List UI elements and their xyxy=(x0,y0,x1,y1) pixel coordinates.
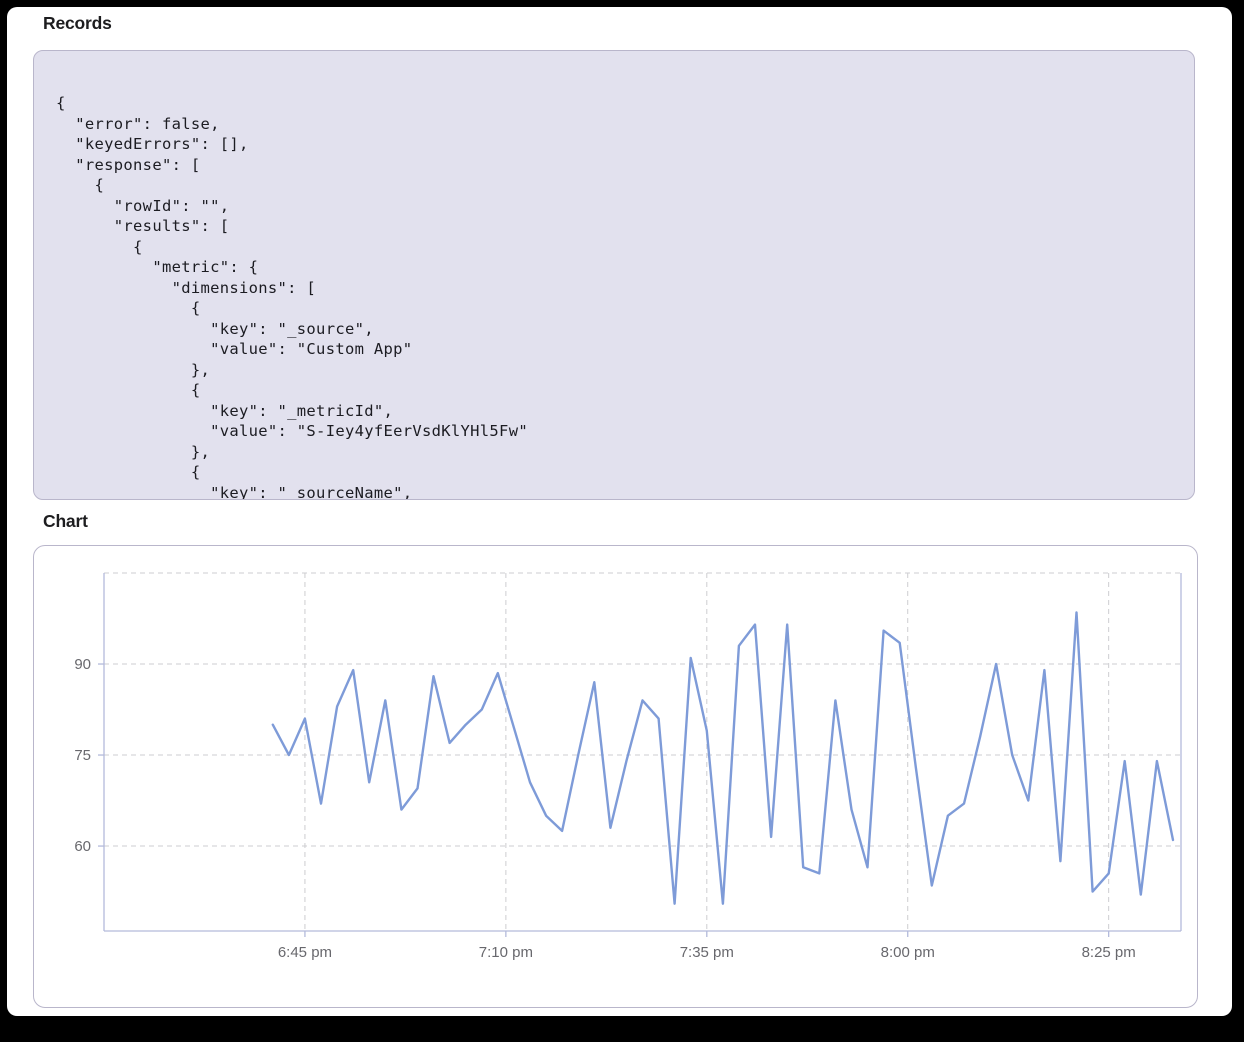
y-axis-tick-label: 90 xyxy=(74,656,91,673)
metric-series-line xyxy=(271,611,1175,905)
chart-section-title: Chart xyxy=(43,511,88,531)
records-code-panel[interactable]: { "error": false, "keyedErrors": [], "re… xyxy=(33,50,1195,500)
y-axis-tick-label: 75 xyxy=(74,747,91,764)
y-axis-tick-label: 60 xyxy=(74,838,91,855)
time-series-line-chart[interactable]: 60 75 90 6:45 pm 7:10 pm 7:35 pm 8:00 pm 8:25 p… xyxy=(34,546,1197,1007)
app-window: Records { "error": false, "keyedErrors":… xyxy=(7,7,1232,1016)
records-json-code: { "error": false, "keyedErrors": [], "re… xyxy=(56,94,528,500)
x-axis-tick-label: 6:45 pm xyxy=(278,944,332,961)
x-axis-tick-label: 7:10 pm xyxy=(479,944,533,961)
x-axis-tick-label: 7:35 pm xyxy=(680,944,734,961)
x-axis-tick-label: 8:25 pm xyxy=(1082,944,1136,961)
x-axis-tick-label: 8:00 pm xyxy=(881,944,935,961)
records-section-title: Records xyxy=(43,13,112,33)
chart-card[interactable]: 60 75 90 6:45 pm 7:10 pm 7:35 pm 8:00 pm 8:25 p… xyxy=(33,545,1198,1008)
